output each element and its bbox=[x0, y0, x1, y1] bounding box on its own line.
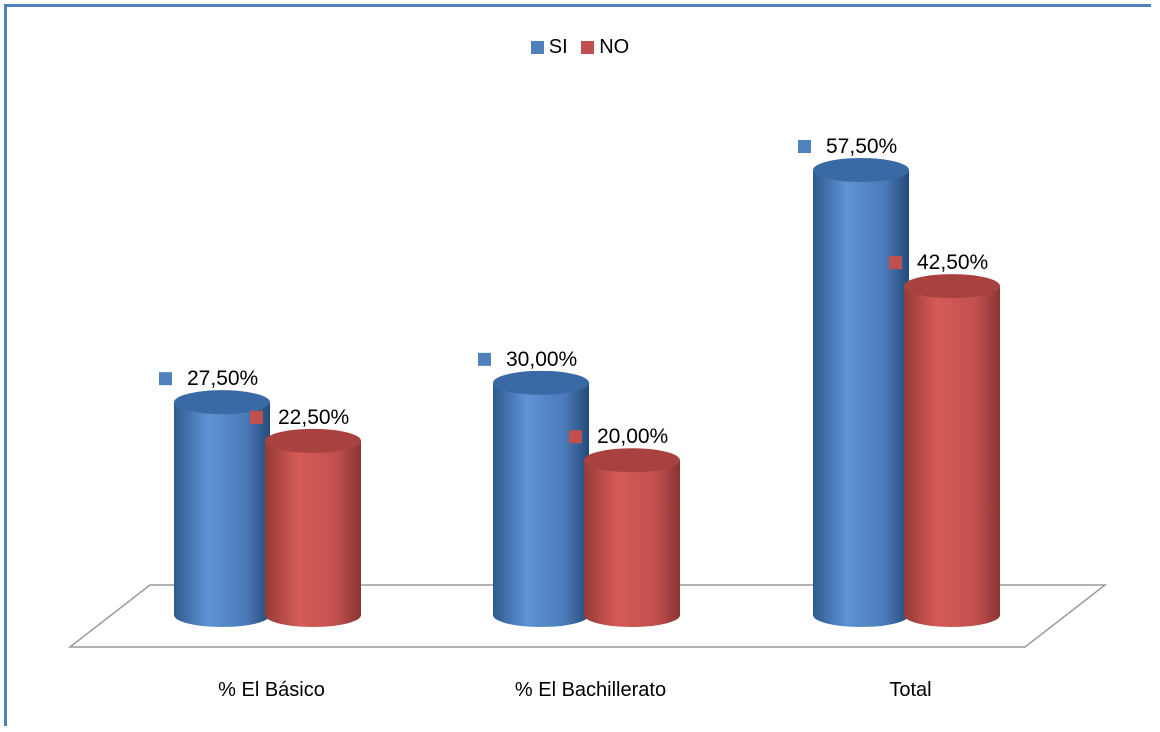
bar-no-2 bbox=[904, 274, 1000, 627]
legend-item-no: NO bbox=[581, 36, 629, 59]
legend-item-si: SI bbox=[530, 36, 568, 59]
labels-group: 27,50% 22,50% % El Básico 30,00% 20,00% % El … bbox=[159, 135, 988, 701]
legend-swatch-si bbox=[530, 41, 544, 54]
legend-label-si: SI bbox=[548, 36, 568, 58]
legend-swatch-no bbox=[581, 41, 595, 54]
data-label-marker bbox=[250, 410, 263, 424]
bar-body bbox=[904, 286, 1000, 627]
bar-si-0 bbox=[174, 390, 270, 627]
legend: SI NO bbox=[0, 36, 1160, 60]
bar-body bbox=[584, 460, 680, 627]
bar-si-2 bbox=[813, 158, 909, 627]
x-tick-label: % El Bachillerato bbox=[515, 679, 666, 701]
bar-body bbox=[813, 170, 909, 627]
bar-top bbox=[813, 158, 909, 182]
data-label-marker bbox=[478, 352, 491, 366]
data-label-marker bbox=[569, 430, 582, 444]
x-tick-label: Total bbox=[889, 679, 931, 701]
bar-top bbox=[904, 274, 1000, 299]
bar-no-1 bbox=[584, 448, 680, 627]
bar-top bbox=[584, 448, 680, 473]
data-label: 42,50% bbox=[917, 251, 988, 274]
data-label: 27,50% bbox=[187, 367, 258, 390]
data-label: 22,50% bbox=[278, 406, 349, 429]
bar-body bbox=[265, 440, 361, 627]
bar-top bbox=[493, 370, 589, 395]
bar-no-0 bbox=[265, 428, 361, 627]
bar-body bbox=[174, 402, 270, 627]
data-label: 57,50% bbox=[826, 135, 897, 158]
bars-group bbox=[174, 158, 1000, 627]
bar-si-1 bbox=[493, 370, 589, 627]
bar-top bbox=[265, 428, 361, 453]
data-label: 20,00% bbox=[597, 425, 668, 448]
data-label-marker bbox=[798, 140, 811, 153]
legend-label-no: NO bbox=[599, 36, 630, 58]
bar-body bbox=[493, 382, 589, 627]
x-tick-label: % El Básico bbox=[218, 679, 325, 701]
chart-frame bbox=[4, 4, 1151, 726]
data-label-marker bbox=[889, 256, 902, 270]
bar-top bbox=[174, 390, 270, 415]
data-label-marker bbox=[159, 372, 172, 386]
data-label: 30,00% bbox=[506, 348, 577, 371]
